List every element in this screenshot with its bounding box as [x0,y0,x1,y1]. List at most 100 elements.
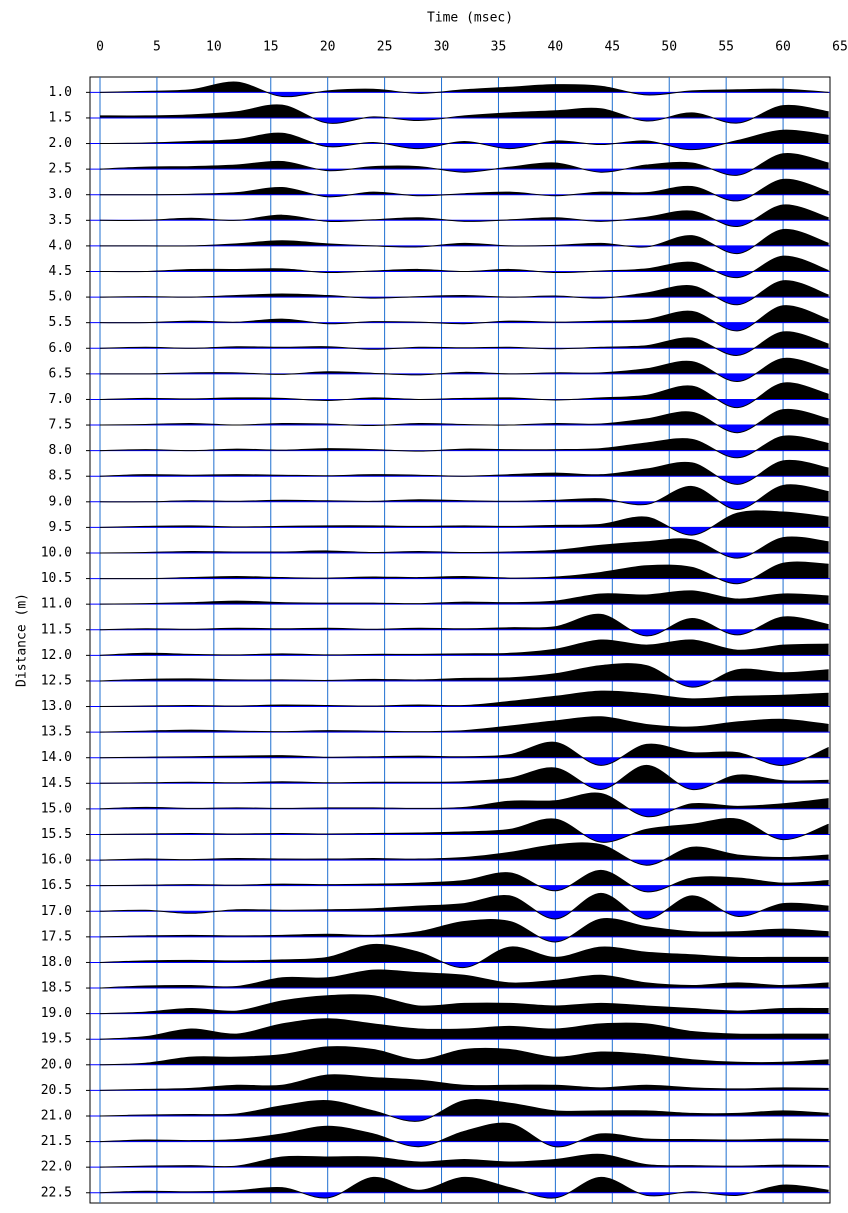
positive-lobe [100,742,829,758]
y-tick-label: 7.0 [49,392,72,407]
trace-line [99,408,829,434]
negative-lobe [100,169,829,176]
positive-lobe [100,1123,829,1142]
positive-lobe [100,256,829,272]
y-tick-label: 10.5 [41,571,72,586]
trace-line [99,969,829,989]
x-tick-label: 65 [832,40,848,55]
negative-lobe [630,629,755,636]
trace-line [99,869,829,893]
y-tick-label: 17.0 [41,904,72,919]
y-tick-label: 9.5 [49,520,72,535]
positive-lobe [100,460,829,477]
y-tick-label: 4.0 [49,238,72,253]
trace-line [99,663,829,688]
trace-line [99,153,829,176]
positive-lobe [100,1074,829,1091]
y-tick-label: 20.5 [41,1083,72,1098]
negative-lobe [100,117,829,124]
positive-lobe [100,870,829,886]
positive-lobe [145,484,829,502]
negative-lobe [100,501,829,510]
trace-line [99,741,829,766]
y-tick-label: 15.5 [41,827,72,842]
trace-line [99,842,829,866]
trace-line [99,716,829,733]
y-tick-label: 9.0 [49,494,72,509]
trace-line [99,435,829,459]
positive-lobe [100,918,829,937]
trace-line [99,792,829,818]
trace-line [99,818,829,843]
x-tick-label: 30 [434,40,450,55]
x-tick-label: 40 [548,40,564,55]
trace-line [99,917,829,943]
y-tick-label: 2.5 [49,162,72,177]
x-tick-label: 35 [491,40,507,55]
trace-line [99,764,829,790]
trace-line [99,104,829,124]
trace-line [99,305,829,332]
positive-lobe [100,663,829,681]
negative-lobe [669,527,712,536]
y-tick-label: 14.5 [41,776,72,791]
positive-lobe [100,716,829,733]
negative-lobe [538,885,671,892]
x-tick-label: 55 [718,40,734,55]
positive-lobe [100,382,829,400]
y-tick-label: 5.0 [49,290,72,305]
positive-lobe [100,893,829,912]
trace-line [99,1153,829,1168]
trace-line [99,1018,829,1040]
x-tick-label: 15 [263,40,279,55]
positive-lobe [100,765,829,784]
y-tick-label: 19.0 [41,1006,72,1021]
negative-lobe [100,962,829,968]
negative-lobe [630,860,664,866]
negative-lobe [161,911,760,919]
y-tick-label: 1.0 [49,85,72,100]
trace-line [99,178,829,202]
x-axis-title: Time (msec) [427,11,513,26]
positive-lobe [100,969,829,989]
positive-lobe [100,104,829,118]
positive-lobe [100,305,829,323]
trace-line [99,255,829,279]
trace-line [99,459,829,485]
trace-line [99,1122,829,1148]
y-tick-label: 22.5 [41,1185,72,1200]
trace-line [99,1074,829,1091]
x-tick-label: 25 [377,40,393,55]
y-tick-label: 1.5 [49,110,72,125]
y-tick-label: 12.5 [41,673,72,688]
trace-line [99,484,829,510]
plot-frame [89,76,831,1204]
trace-line [99,129,829,151]
y-tick-label: 21.5 [41,1134,72,1149]
y-tick-label: 6.0 [49,341,72,356]
y-tick-label: 7.5 [49,418,72,433]
y-tick-label: 18.5 [41,981,72,996]
x-tick-label: 45 [604,40,620,55]
trace-line [99,280,829,306]
positive-lobe [100,331,829,349]
x-tick-label: 60 [775,40,791,55]
trace-line [99,943,829,969]
positive-lobe [191,229,829,246]
negative-lobe [100,143,829,150]
y-tick-label: 5.5 [49,315,72,330]
trace-line [100,229,829,255]
x-tick-label: 50 [661,40,677,55]
y-tick-label: 20.0 [41,1057,72,1072]
positive-lobe [100,793,829,809]
trace-line [99,590,829,605]
y-tick-label: 11.0 [41,597,72,612]
positive-lobe [100,842,829,861]
y-tick-label: 17.5 [41,929,72,944]
trace-line [99,331,829,356]
positive-lobe [100,280,829,298]
positive-lobe [100,358,829,374]
trace-line [99,357,829,383]
positive-lobe [100,1154,829,1168]
positive-lobe [100,639,829,656]
